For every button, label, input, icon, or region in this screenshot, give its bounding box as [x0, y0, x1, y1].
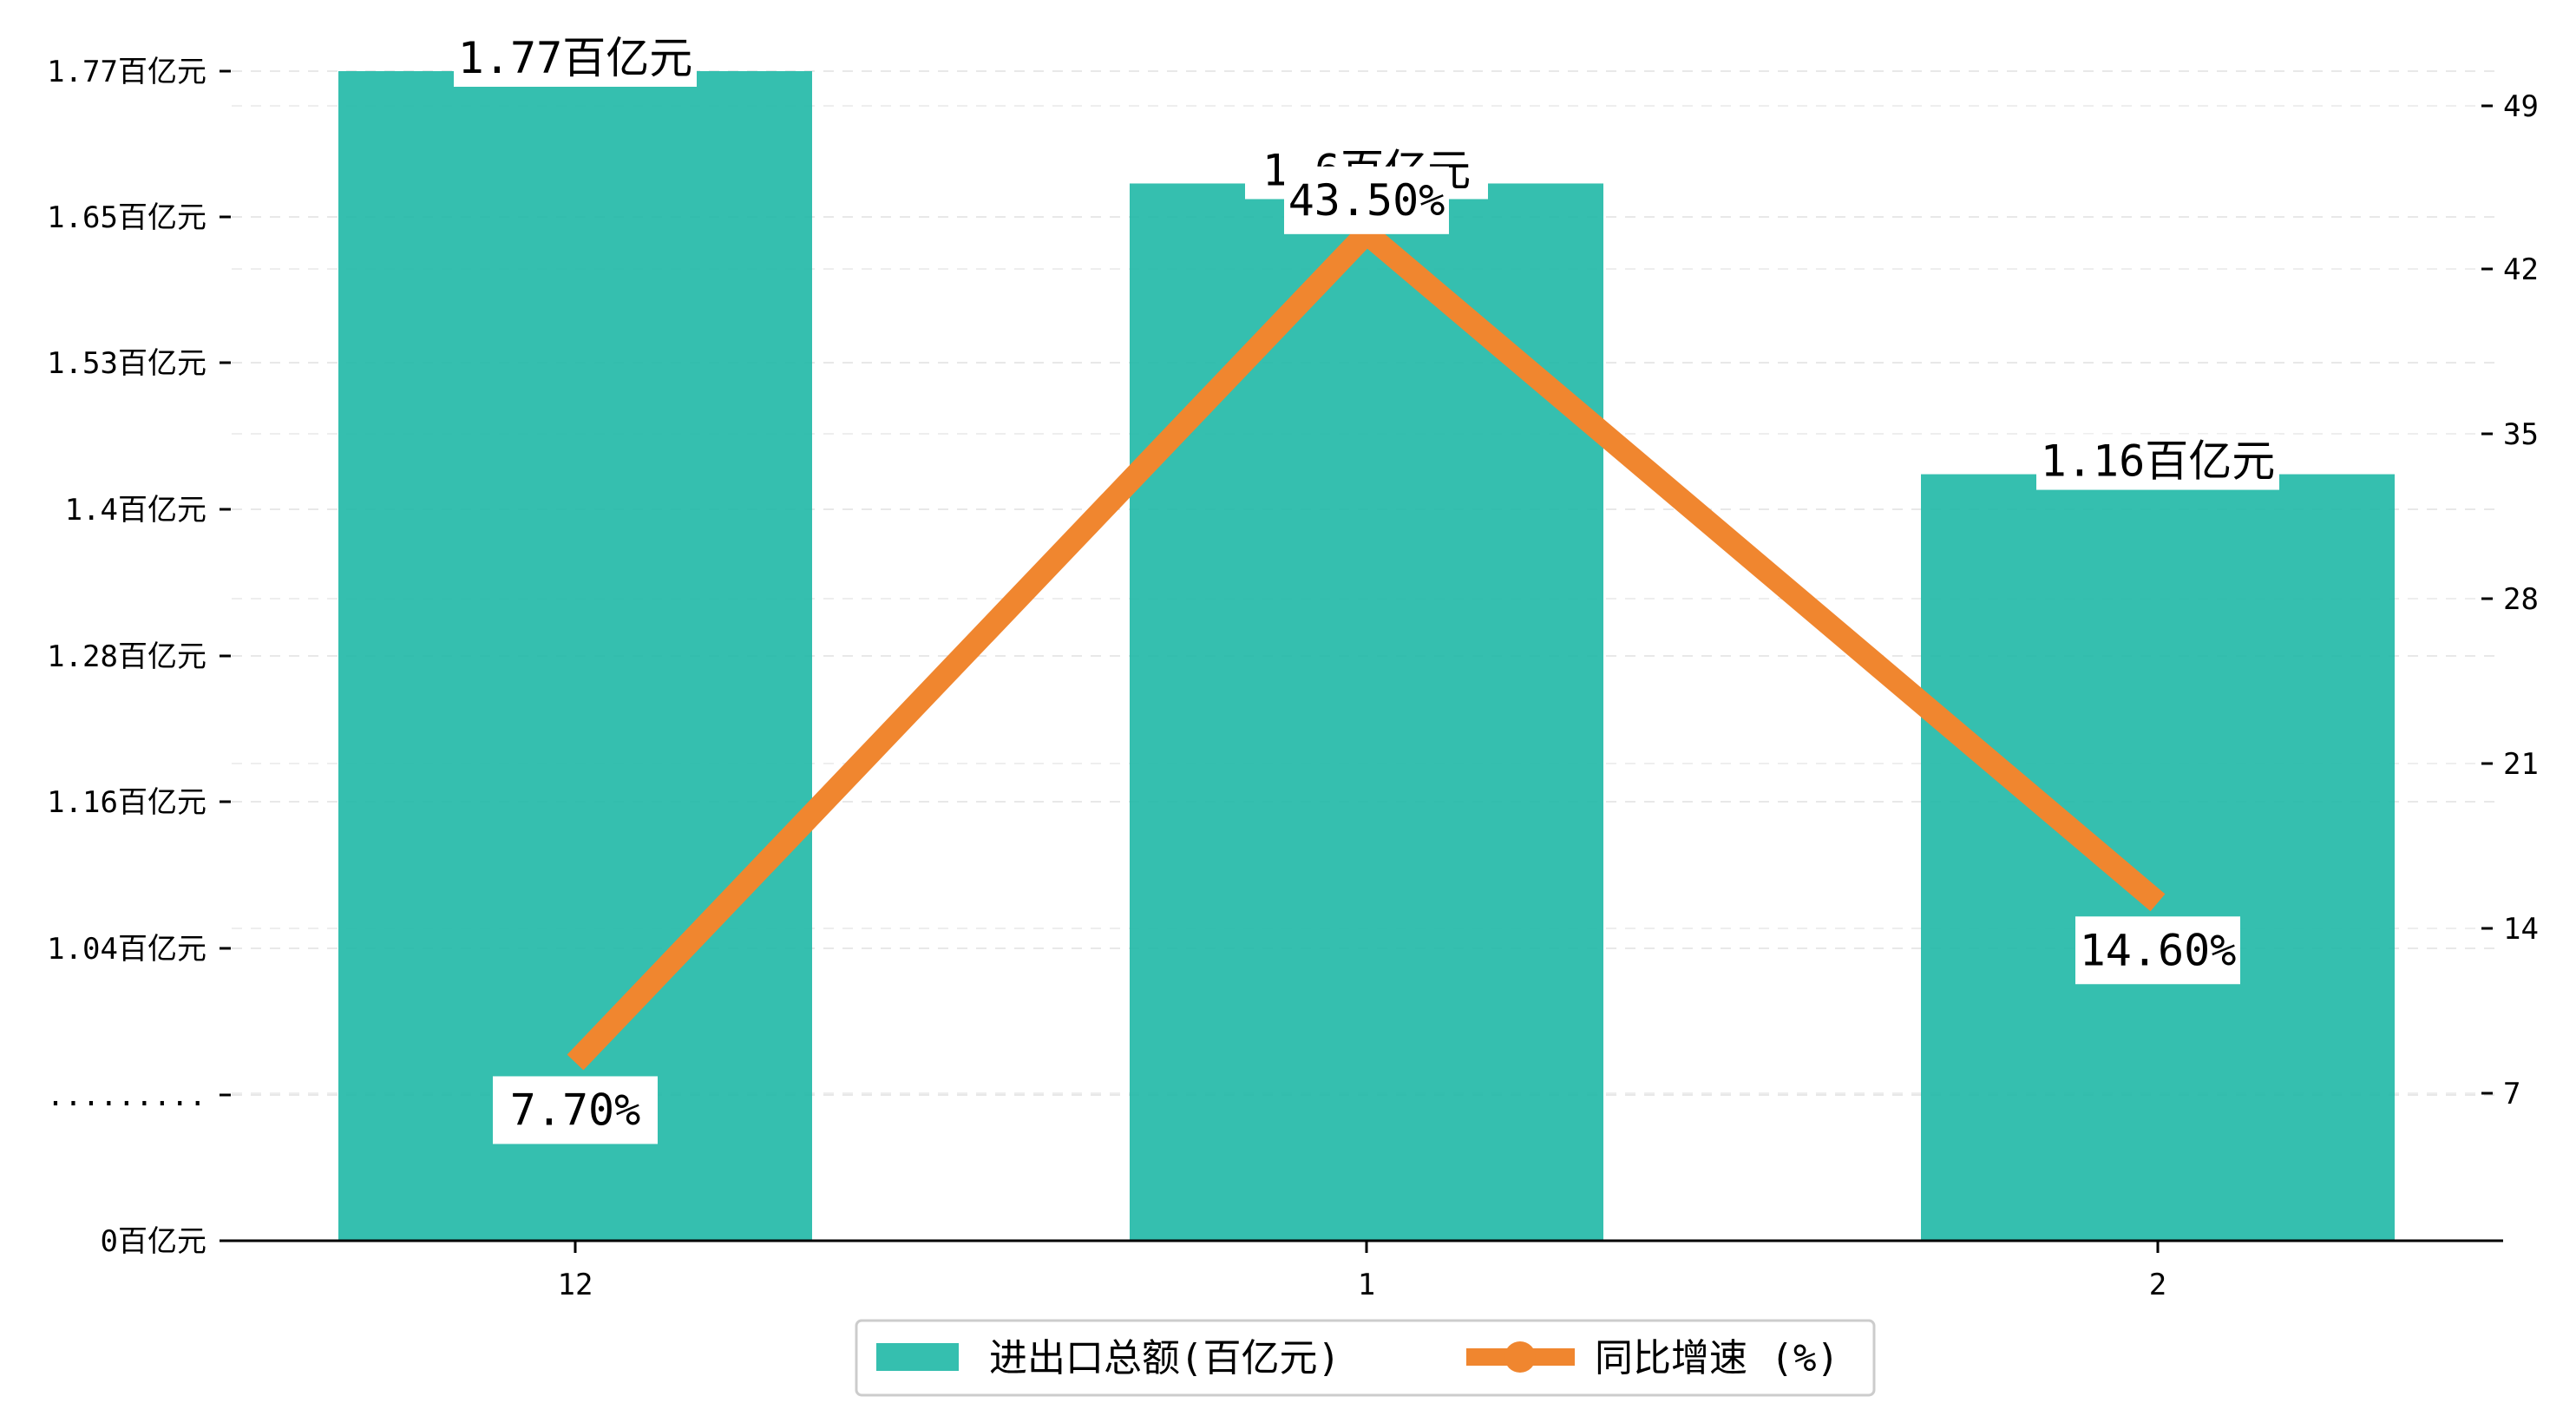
bar-2 — [1921, 474, 2395, 1241]
legend-bar-label: 进出口总额(百亿元) — [989, 1336, 1340, 1380]
line-value-label: 43.50% — [1288, 175, 1445, 226]
axes: 0百亿元......... 1.04百亿元 1.16百亿元 1.28百亿元 1.4百亿元… — [47, 55, 2539, 1302]
legend-box — [855, 1319, 1876, 1397]
y-left-tick-label: 1.65百亿元 — [47, 200, 206, 235]
bar-12 — [338, 71, 812, 1241]
y-right-tick-label: 21 — [2503, 747, 2539, 782]
y-left-tick-label: 1.4百亿元 — [65, 493, 206, 528]
x-tick-label: 12 — [558, 1268, 593, 1302]
line-label-bg — [1284, 166, 1449, 234]
y-left-tick-label: 1.28百亿元 — [47, 639, 206, 674]
y-right-tick-label: 14 — [2503, 912, 2539, 947]
bar-series — [338, 71, 2395, 1241]
bar-1 — [1130, 183, 1603, 1241]
y-right-tick-label: 7 — [2503, 1077, 2520, 1111]
y-left-tick-label: 1.16百亿元 — [47, 785, 206, 820]
bar-value-label: 1.16百亿元 — [2041, 436, 2275, 487]
line-label-bg — [493, 1076, 658, 1144]
y-right-tick-label: 28 — [2503, 582, 2539, 617]
x-tick-label: 1 — [1358, 1268, 1375, 1302]
y-left-tick-label: 1.77百亿元 — [47, 55, 206, 89]
legend-line-label: 同比增速 (%) — [1595, 1336, 1839, 1380]
y-left-tick-label: 0百亿元 — [101, 1224, 206, 1259]
bar-label-bg — [2036, 434, 2279, 490]
bar-label-bg — [454, 31, 697, 87]
y-right-tick-label: 42 — [2503, 252, 2539, 287]
bar-value-label: 1.77百亿元 — [458, 33, 692, 83]
line-label-bg — [2075, 916, 2240, 985]
y-right-tick-label: 35 — [2503, 417, 2539, 452]
line-value-label: 7.70% — [510, 1085, 641, 1135]
legend-bar-swatch — [876, 1343, 959, 1371]
y-right-tick-label: 49 — [2503, 89, 2539, 124]
legend-line-marker — [1504, 1341, 1536, 1373]
legend: 进出口总额(百亿元) 同比增速 (%) — [855, 1319, 1876, 1397]
line-value-label: 14.60% — [2080, 925, 2237, 975]
y-left-tick-label: 1.04百亿元 — [47, 932, 206, 967]
x-tick-label: 2 — [2149, 1268, 2166, 1302]
y-left-tick-label: ......... — [47, 1078, 206, 1113]
y-left-tick-label: 1.53百亿元 — [47, 346, 206, 381]
